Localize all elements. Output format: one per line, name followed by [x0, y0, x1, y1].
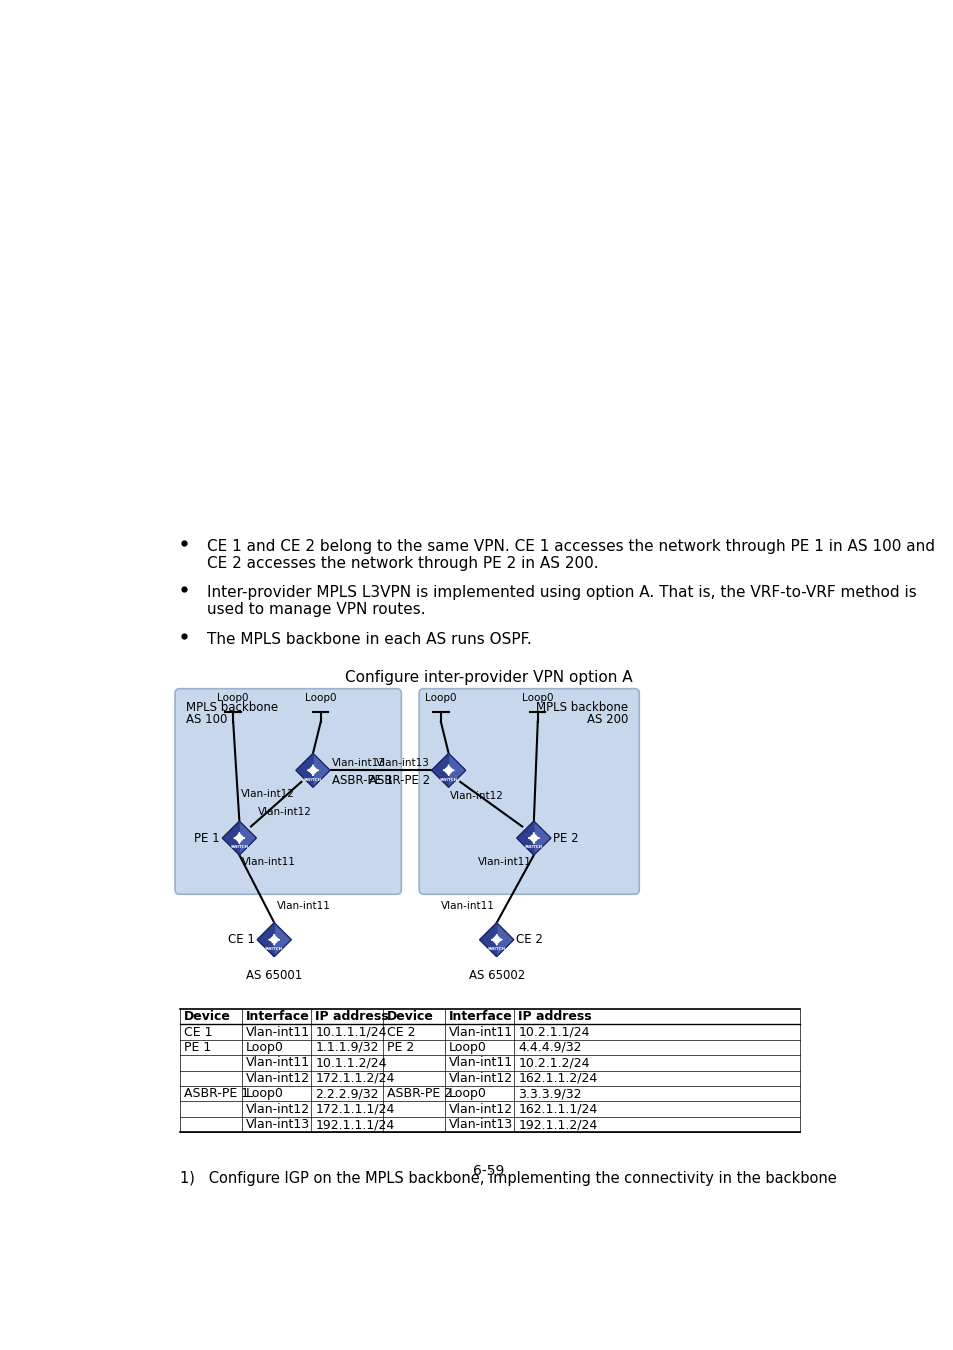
Text: Vlan-int13: Vlan-int13	[448, 1118, 512, 1131]
Polygon shape	[222, 821, 239, 855]
Text: ASBR-PE 1: ASBR-PE 1	[332, 774, 393, 787]
Text: ASBR-PE 1: ASBR-PE 1	[183, 1087, 249, 1100]
Circle shape	[271, 937, 277, 942]
Text: Vlan-int11: Vlan-int11	[477, 857, 531, 867]
Text: Vlan-int12: Vlan-int12	[448, 1103, 512, 1115]
Text: CE 1: CE 1	[183, 1026, 212, 1038]
Text: Vlan-int11: Vlan-int11	[241, 857, 295, 867]
Circle shape	[236, 836, 242, 841]
Text: Loop0: Loop0	[305, 693, 336, 702]
Text: Device: Device	[386, 1010, 433, 1023]
Polygon shape	[479, 923, 497, 957]
Circle shape	[493, 937, 499, 942]
Text: Vlan-int11: Vlan-int11	[245, 1057, 310, 1069]
Text: 172.1.1.2/24: 172.1.1.2/24	[315, 1072, 395, 1085]
Polygon shape	[497, 923, 513, 957]
Text: 162.1.1.1/24: 162.1.1.1/24	[517, 1103, 597, 1115]
Text: Vlan-int12: Vlan-int12	[240, 788, 294, 799]
Polygon shape	[295, 753, 313, 787]
Text: 192.1.1.2/24: 192.1.1.2/24	[517, 1118, 597, 1131]
Text: PE 1: PE 1	[183, 1041, 211, 1054]
Polygon shape	[517, 821, 534, 855]
Text: Loop0: Loop0	[425, 693, 456, 702]
Polygon shape	[257, 923, 274, 957]
Text: PE 2: PE 2	[386, 1041, 414, 1054]
Text: Loop0: Loop0	[245, 1087, 283, 1100]
Text: MPLS backbone: MPLS backbone	[186, 701, 277, 714]
Text: 4.4.4.9/32: 4.4.4.9/32	[517, 1041, 581, 1054]
Polygon shape	[431, 753, 448, 787]
Text: 10.2.1.2/24: 10.2.1.2/24	[517, 1057, 589, 1069]
Text: 6-59: 6-59	[473, 1165, 504, 1179]
Text: Vlan-int12: Vlan-int12	[450, 791, 503, 801]
Circle shape	[530, 836, 537, 841]
Text: Configure inter-provider VPN option A: Configure inter-provider VPN option A	[345, 670, 632, 686]
Text: Vlan-int12: Vlan-int12	[257, 807, 312, 817]
Text: SWITCH: SWITCH	[524, 845, 542, 849]
Text: Vlan-int13: Vlan-int13	[375, 757, 430, 768]
Text: MPLS backbone: MPLS backbone	[536, 701, 628, 714]
Text: Vlan-int11: Vlan-int11	[448, 1057, 512, 1069]
Polygon shape	[239, 821, 256, 855]
Text: used to manage VPN routes.: used to manage VPN routes.	[207, 602, 425, 617]
Text: AS 65002: AS 65002	[468, 969, 524, 981]
Text: 10.1.1.1/24: 10.1.1.1/24	[315, 1026, 386, 1038]
Text: 1)   Configure IGP on the MPLS backbone, implementing the connectivity in the ba: 1) Configure IGP on the MPLS backbone, i…	[179, 1170, 836, 1185]
Circle shape	[310, 767, 315, 774]
Text: Loop0: Loop0	[521, 693, 553, 702]
Text: AS 100: AS 100	[186, 713, 227, 726]
Text: 172.1.1.1/24: 172.1.1.1/24	[315, 1103, 395, 1115]
Text: Loop0: Loop0	[217, 693, 249, 702]
Text: SWITCH: SWITCH	[265, 946, 283, 950]
Text: 162.1.1.2/24: 162.1.1.2/24	[517, 1072, 597, 1085]
Text: CE 2 accesses the network through PE 2 in AS 200.: CE 2 accesses the network through PE 2 i…	[207, 556, 598, 571]
Text: Vlan-int12: Vlan-int12	[245, 1072, 310, 1085]
Text: 2.2.2.9/32: 2.2.2.9/32	[315, 1087, 378, 1100]
Text: 1.1.1.9/32: 1.1.1.9/32	[315, 1041, 378, 1054]
Text: CE 1 and CE 2 belong to the same VPN. CE 1 accesses the network through PE 1 in : CE 1 and CE 2 belong to the same VPN. CE…	[207, 539, 934, 555]
Text: Vlan-int11: Vlan-int11	[276, 902, 330, 911]
Text: SWITCH: SWITCH	[439, 778, 457, 782]
Polygon shape	[274, 923, 291, 957]
Text: IP address: IP address	[517, 1010, 592, 1023]
Text: Interface: Interface	[448, 1010, 512, 1023]
Text: Vlan-int13: Vlan-int13	[332, 757, 385, 768]
Text: PE 1: PE 1	[194, 832, 220, 845]
Text: 10.2.1.1/24: 10.2.1.1/24	[517, 1026, 589, 1038]
Text: The MPLS backbone in each AS runs OSPF.: The MPLS backbone in each AS runs OSPF.	[207, 632, 531, 647]
Text: SWITCH: SWITCH	[230, 845, 248, 849]
Text: Interface: Interface	[245, 1010, 309, 1023]
Text: SWITCH: SWITCH	[487, 946, 505, 950]
Text: CE 2: CE 2	[386, 1026, 415, 1038]
Text: Vlan-int11: Vlan-int11	[440, 902, 494, 911]
Text: SWITCH: SWITCH	[304, 778, 322, 782]
Text: IP address: IP address	[315, 1010, 389, 1023]
Text: ASBR-PE 2: ASBR-PE 2	[386, 1087, 452, 1100]
Text: Loop0: Loop0	[448, 1041, 486, 1054]
Text: Vlan-int12: Vlan-int12	[448, 1072, 512, 1085]
Text: Vlan-int12: Vlan-int12	[245, 1103, 310, 1115]
Text: Loop0: Loop0	[448, 1087, 486, 1100]
Text: 10.1.1.2/24: 10.1.1.2/24	[315, 1057, 386, 1069]
Polygon shape	[313, 753, 330, 787]
Text: Vlan-int11: Vlan-int11	[448, 1026, 512, 1038]
Text: AS 200: AS 200	[586, 713, 628, 726]
Polygon shape	[448, 753, 465, 787]
Polygon shape	[534, 821, 550, 855]
Text: 192.1.1.1/24: 192.1.1.1/24	[315, 1118, 395, 1131]
FancyBboxPatch shape	[418, 688, 639, 894]
Text: CE 2: CE 2	[516, 933, 542, 946]
Text: ASBR-PE 2: ASBR-PE 2	[369, 774, 430, 787]
Circle shape	[445, 767, 451, 774]
Text: Inter-provider MPLS L3VPN is implemented using option A. That is, the VRF-to-VRF: Inter-provider MPLS L3VPN is implemented…	[207, 586, 916, 601]
Text: AS 65001: AS 65001	[246, 969, 302, 981]
Text: CE 1: CE 1	[228, 933, 254, 946]
Text: Vlan-int11: Vlan-int11	[245, 1026, 310, 1038]
FancyBboxPatch shape	[174, 688, 401, 894]
Text: Vlan-int13: Vlan-int13	[245, 1118, 310, 1131]
Text: PE 2: PE 2	[553, 832, 578, 845]
Text: 3.3.3.9/32: 3.3.3.9/32	[517, 1087, 581, 1100]
Text: Device: Device	[183, 1010, 231, 1023]
Text: Loop0: Loop0	[245, 1041, 283, 1054]
